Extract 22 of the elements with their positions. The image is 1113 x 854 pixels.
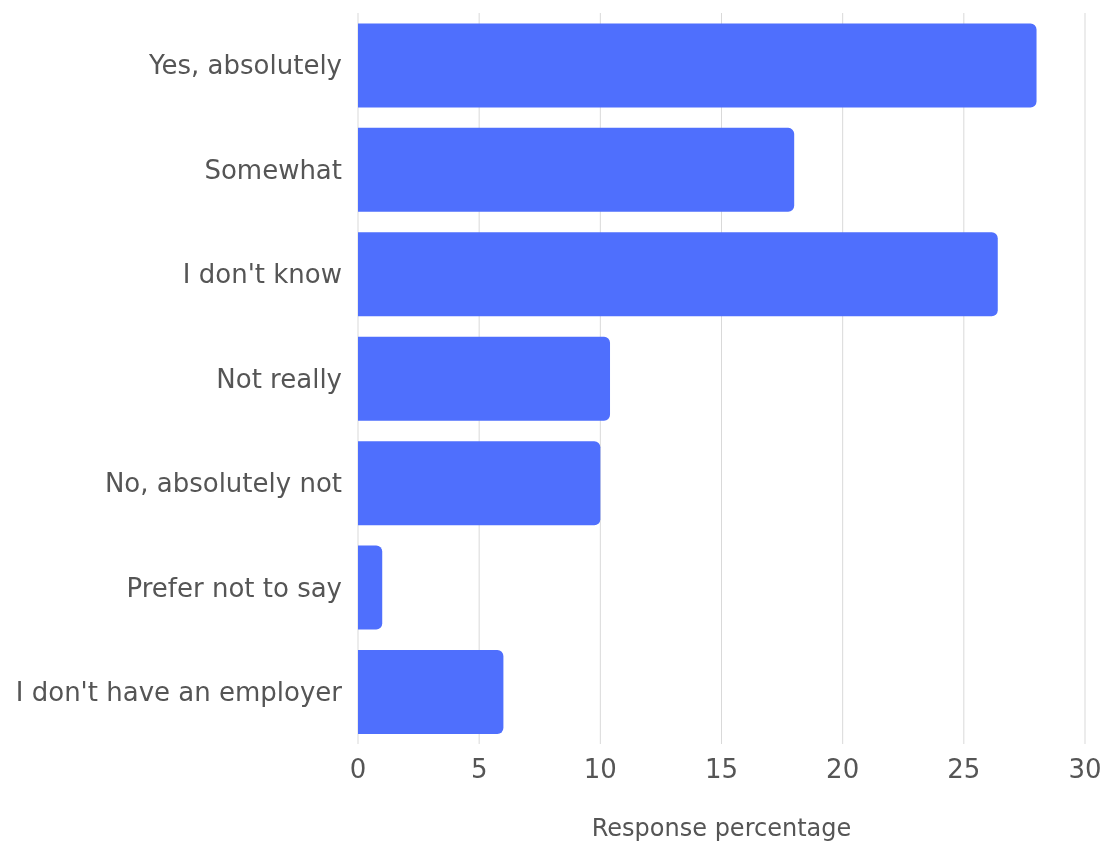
y-tick-label: Prefer not to say [126,572,342,603]
x-tick-label: 15 [704,754,739,785]
x-tick-label: 5 [470,754,488,785]
x-tick-label: 30 [1068,754,1102,785]
bar [358,336,611,421]
y-tick-label: Somewhat [204,154,342,185]
bar [358,23,1037,108]
y-tick-label: Yes, absolutely [148,50,342,81]
x-tick-label: 0 [349,754,367,785]
x-axis-title: Response percentage [591,814,852,842]
bar [358,441,601,526]
bar [358,545,383,630]
x-tick-label: 10 [583,754,617,785]
x-tick-label: 25 [947,754,981,785]
y-tick-label: I don't have an employer [15,677,343,708]
y-tick-label: I don't know [182,259,342,290]
bar [358,232,998,317]
y-tick-label: No, absolutely not [104,468,342,499]
x-tick-label: 20 [826,754,860,785]
bar [358,650,504,735]
bar [358,127,795,212]
y-tick-label: Not really [216,363,342,394]
